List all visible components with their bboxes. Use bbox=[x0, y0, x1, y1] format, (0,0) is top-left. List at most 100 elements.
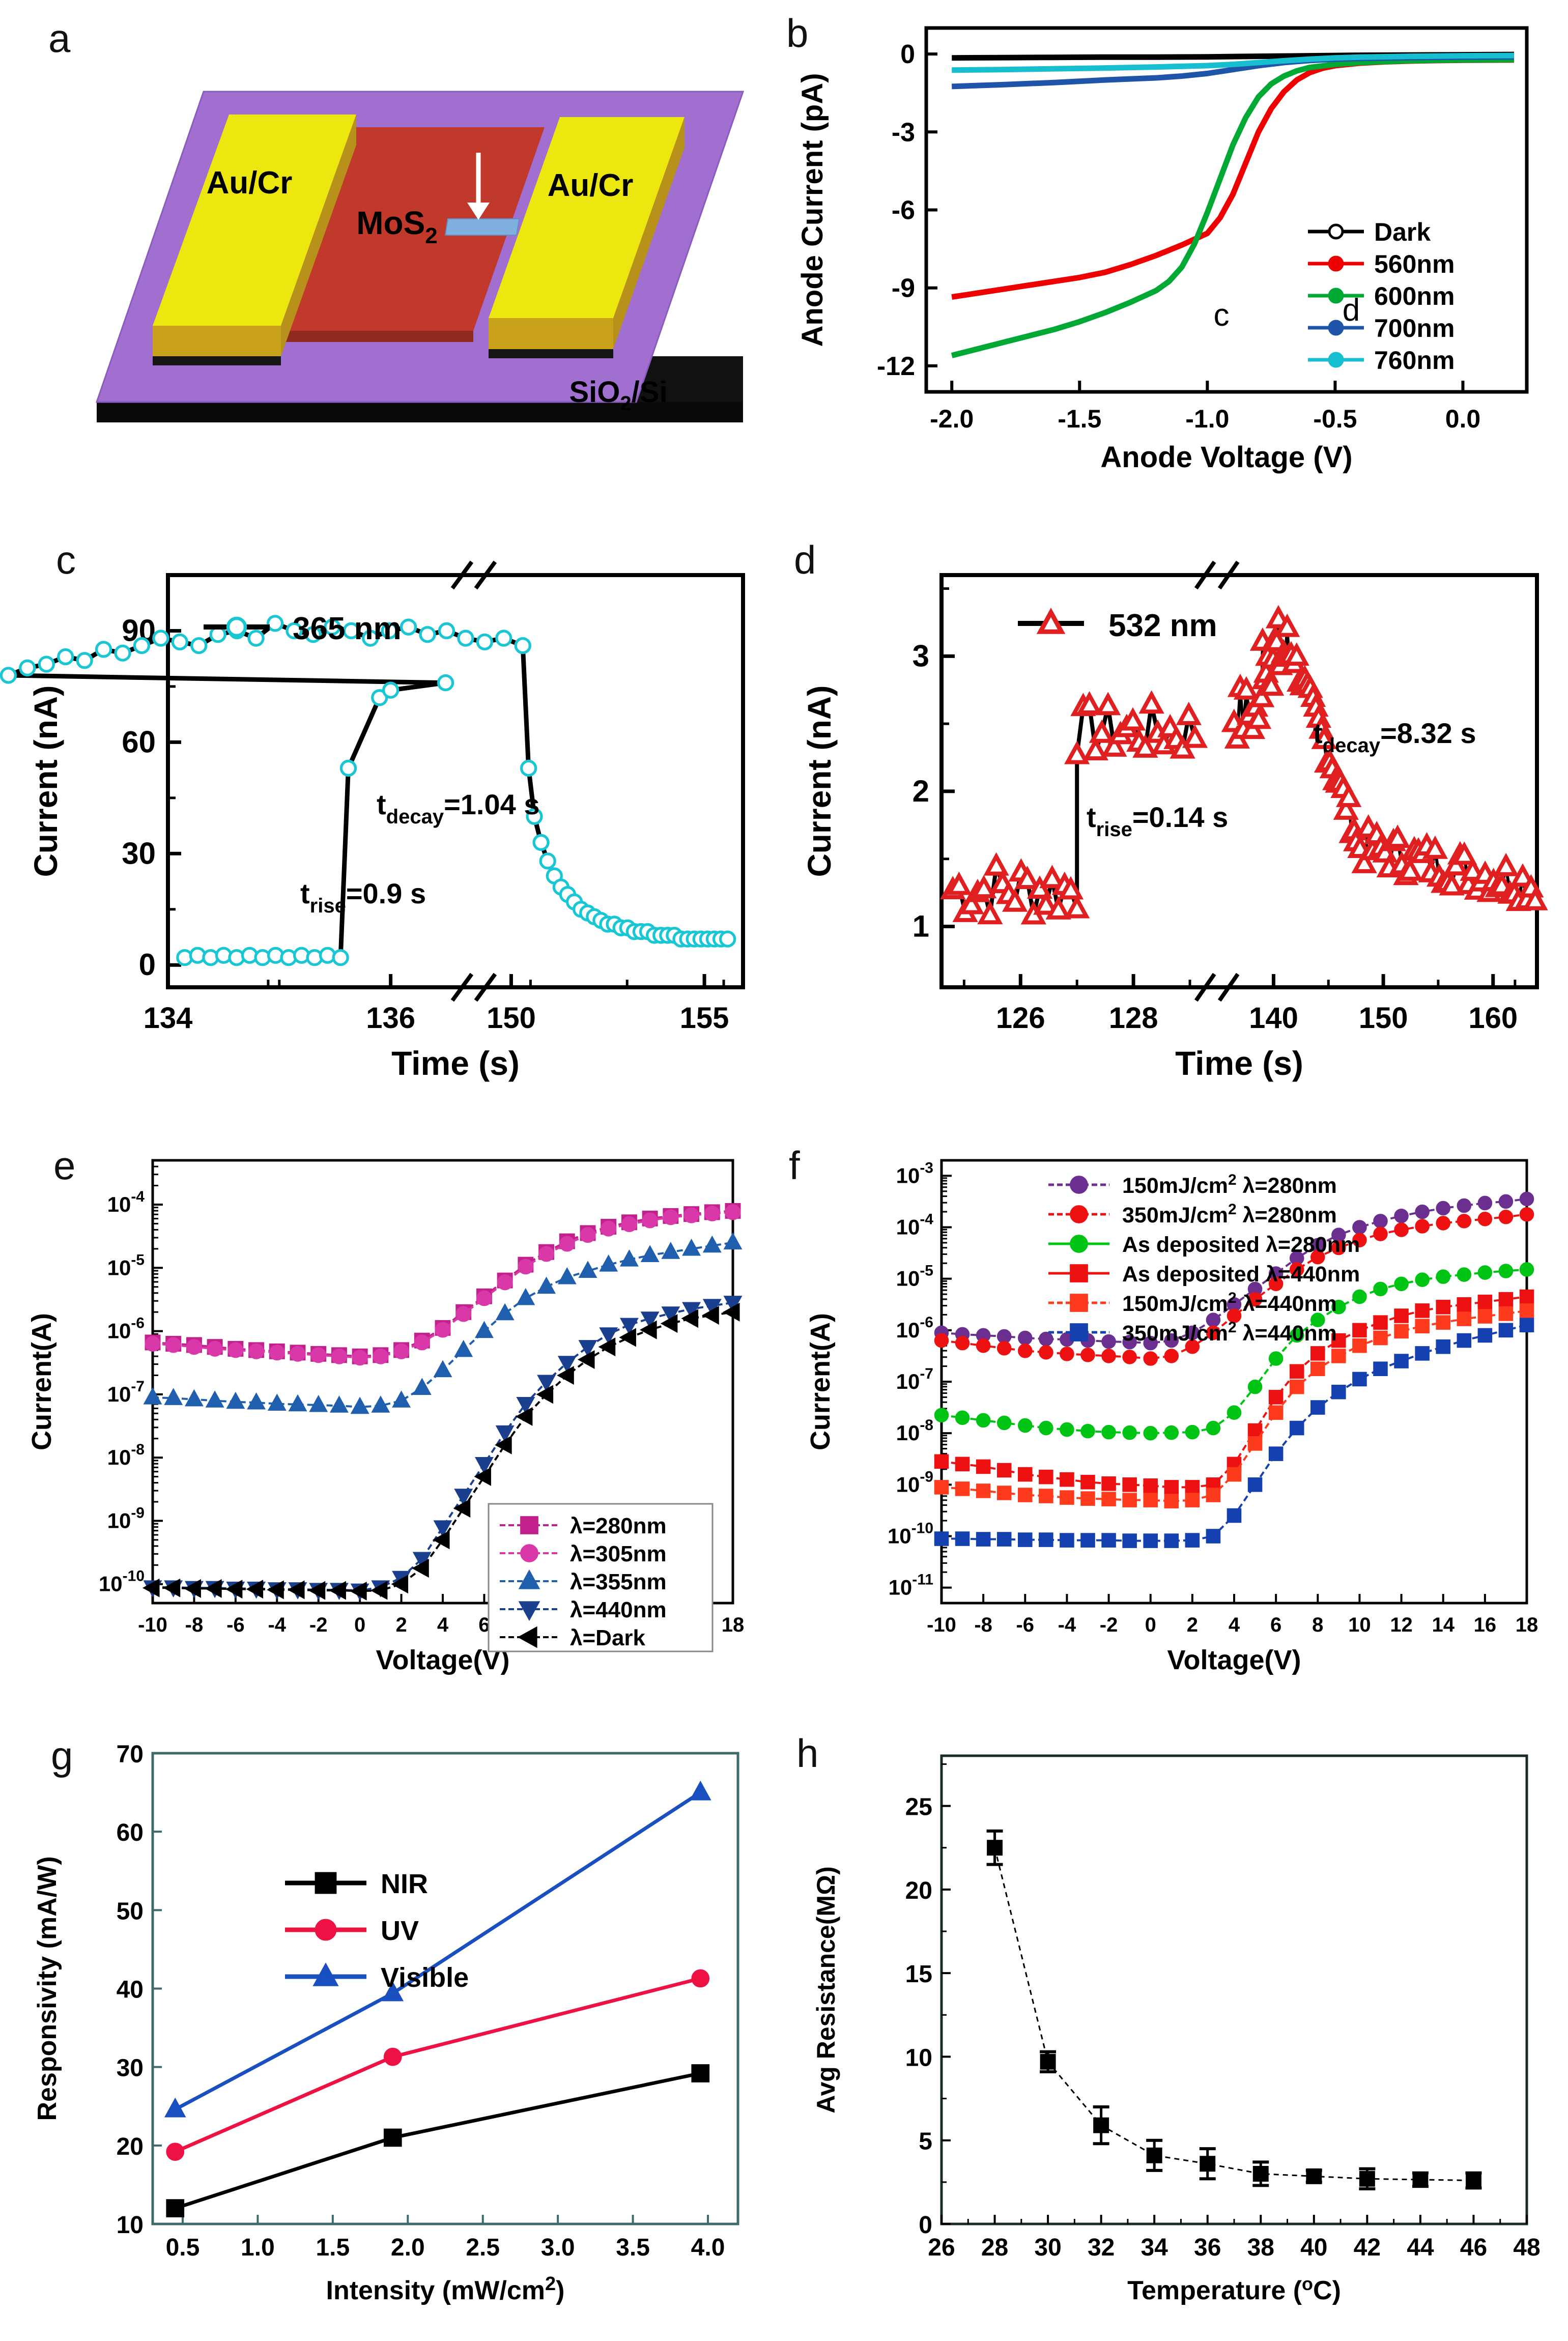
data-point bbox=[1014, 866, 1040, 890]
data-point bbox=[1373, 1281, 1388, 1297]
y-tick-label: 10-6 bbox=[896, 1314, 933, 1342]
data-point bbox=[557, 1366, 574, 1385]
data-point bbox=[474, 1467, 491, 1486]
data-point bbox=[1352, 1372, 1367, 1387]
series-UV bbox=[174, 1977, 701, 2154]
panel-h-label: h bbox=[796, 1731, 819, 1776]
data-point bbox=[1465, 2173, 1481, 2189]
data-point bbox=[414, 1334, 430, 1351]
data-point bbox=[619, 1318, 639, 1335]
data-point bbox=[1080, 1423, 1095, 1439]
data-point bbox=[682, 1302, 701, 1320]
electrode-right-label: Au/Cr bbox=[548, 168, 634, 203]
x-tick-label: 150 bbox=[487, 1002, 536, 1035]
data-point bbox=[619, 1249, 639, 1267]
x-tick-label: 16 bbox=[1474, 1614, 1497, 1636]
electrode-right-side bbox=[613, 117, 685, 349]
data-point bbox=[1477, 1328, 1493, 1343]
data-point bbox=[343, 622, 360, 640]
data-point bbox=[1457, 1198, 1472, 1213]
data-point bbox=[702, 1299, 722, 1316]
y-axis-label: Current(A) bbox=[26, 1313, 57, 1450]
data-point bbox=[1045, 896, 1071, 920]
data-point bbox=[977, 901, 1003, 925]
data-point bbox=[1101, 1533, 1116, 1548]
x-tick-label: 26 bbox=[928, 2234, 955, 2261]
panel-e-chart: -10-8-6-4-202468101214161810-410-510-610… bbox=[26, 1159, 744, 1675]
y-tick-label: 5 bbox=[919, 2128, 932, 2155]
data-point bbox=[955, 1457, 970, 1472]
legend-label: 560nm bbox=[1374, 250, 1455, 278]
data-point bbox=[495, 1435, 512, 1454]
data-point bbox=[412, 1552, 432, 1569]
data-point bbox=[537, 1375, 556, 1392]
legend-label: 350mJ/cm2 λ=440nm bbox=[1122, 1319, 1337, 1346]
data-point bbox=[1522, 887, 1548, 910]
y-axis-label: Current (nA) bbox=[801, 686, 838, 877]
electrode-left-side bbox=[281, 115, 356, 356]
y-tick-label: 50 bbox=[117, 1898, 144, 1925]
data-point bbox=[1422, 835, 1448, 859]
y-tick-label: 10-7 bbox=[896, 1365, 933, 1393]
legend-marker bbox=[517, 1626, 537, 1648]
x-tick-label: 12 bbox=[1390, 1614, 1413, 1636]
data-point bbox=[382, 1981, 404, 2002]
y-tick-label: 10 bbox=[905, 2044, 932, 2071]
y-axis-label: Anode Current (pA) bbox=[796, 73, 829, 347]
data-point bbox=[1101, 1492, 1116, 1506]
data-point bbox=[1164, 1494, 1179, 1508]
data-point bbox=[1082, 737, 1108, 761]
x-tick-label: -6 bbox=[226, 1614, 245, 1636]
y-tick-label: 1 bbox=[913, 909, 929, 943]
data-point bbox=[976, 1459, 991, 1474]
data-point bbox=[1268, 1446, 1284, 1461]
data-point bbox=[1477, 1195, 1493, 1211]
y-tick-label: 10-11 bbox=[889, 1572, 933, 1600]
electrode-right-shadow bbox=[489, 349, 613, 358]
data-point bbox=[1519, 1191, 1534, 1207]
electrode-right-top bbox=[489, 117, 685, 318]
electrode-left-shadow bbox=[153, 356, 281, 365]
data-point bbox=[438, 622, 455, 640]
data-point bbox=[1311, 725, 1337, 749]
data-point bbox=[987, 1840, 1003, 1856]
legend-label: As deposited λ=440nm bbox=[1122, 1262, 1360, 1287]
mos2-label: MoS2 bbox=[356, 205, 438, 248]
data-point bbox=[267, 1393, 287, 1411]
data-point bbox=[171, 633, 188, 651]
data-point bbox=[1060, 1490, 1074, 1505]
data-point bbox=[1095, 692, 1121, 716]
x-tick-label: 128 bbox=[1109, 1002, 1158, 1035]
data-point bbox=[1415, 1219, 1430, 1234]
x-tick-label: -1.5 bbox=[1058, 405, 1101, 433]
data-point bbox=[1164, 1480, 1179, 1495]
legend-label: λ=305nm bbox=[570, 1541, 667, 1566]
data-point bbox=[1064, 740, 1090, 764]
data-point bbox=[310, 1347, 327, 1363]
data-point bbox=[934, 1333, 949, 1348]
data-point bbox=[1080, 1533, 1095, 1548]
data-point bbox=[661, 1242, 680, 1259]
y-tick-label: 10-7 bbox=[107, 1378, 145, 1406]
x-tick-label: 3.0 bbox=[541, 2234, 575, 2261]
data-point bbox=[370, 1581, 388, 1600]
t-rise-annotation: trise=0.14 s bbox=[1087, 801, 1228, 841]
data-point bbox=[1206, 1325, 1221, 1340]
data-point bbox=[1352, 1220, 1367, 1235]
y-axis-label: Responsivity (mA/W) bbox=[33, 1856, 62, 2121]
data-point bbox=[532, 834, 550, 851]
data-point bbox=[1268, 1390, 1284, 1405]
y-tick-label: 40 bbox=[117, 1977, 144, 2004]
y-tick-label: 10-4 bbox=[896, 1211, 934, 1239]
x-tick-label: 28 bbox=[981, 2234, 1008, 2261]
data-point bbox=[619, 1328, 636, 1347]
data-point bbox=[476, 633, 494, 651]
data-point bbox=[331, 1348, 347, 1364]
data-point bbox=[205, 1390, 224, 1408]
data-point bbox=[1310, 1312, 1325, 1327]
data-point bbox=[526, 808, 543, 825]
data-point bbox=[1101, 1334, 1116, 1349]
data-point bbox=[976, 1532, 991, 1547]
data-point bbox=[453, 1499, 471, 1518]
data-point bbox=[435, 1322, 451, 1338]
